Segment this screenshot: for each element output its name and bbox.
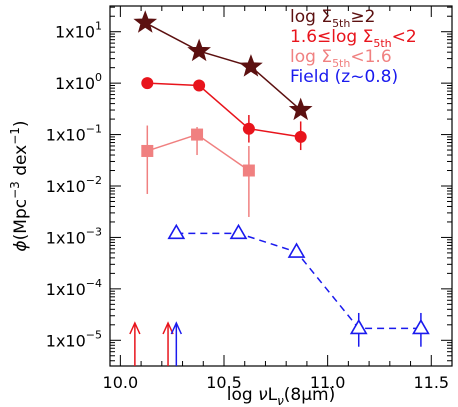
y-tick-mantissa: 1x10	[55, 74, 95, 93]
data-point-star	[133, 10, 158, 33]
upper-limit-arrows	[129, 321, 183, 366]
y-tick-exponent: −1	[86, 123, 102, 136]
legend-text-main: log Σ	[290, 47, 332, 67]
legend-entry: log Σ5th≥2	[290, 7, 375, 30]
arrow-head	[129, 321, 141, 335]
upper-limit-arrow	[162, 321, 174, 366]
series-triangle-open	[167, 223, 430, 347]
legend-text-subscript: 5th	[332, 17, 350, 30]
x-tick-label: 10.5	[206, 373, 242, 392]
y-title-phi: ϕ	[11, 240, 31, 251]
x-tick-label: 11.0	[310, 373, 346, 392]
legend-entry: Field (z~0.8)	[290, 67, 398, 87]
y-tick-exponent: −4	[86, 277, 102, 290]
data-point-circle	[193, 79, 206, 92]
y-tick-exponent: 0	[95, 71, 102, 84]
data-point-square	[242, 164, 255, 177]
legend-text-suffix: <2	[392, 27, 417, 47]
y-tick-mantissa: 1x10	[46, 280, 86, 299]
series-line	[147, 82, 301, 138]
legend-text-main: log Σ	[290, 7, 332, 27]
arrow-head	[162, 321, 174, 335]
arrow-head	[170, 321, 183, 335]
x-tick-label: 11.5	[413, 373, 449, 392]
legend-text-main: 1.6≤log Σ	[290, 27, 373, 47]
data-point-square	[141, 144, 154, 157]
data-point-star	[288, 97, 313, 121]
y-title-open: (Mpc	[11, 199, 31, 240]
legend-text-subscript: 5th	[373, 37, 391, 50]
y-tick-exponent: −3	[86, 225, 102, 238]
y-axis-title: ϕ(Mpc−3 dex−1)	[8, 120, 31, 251]
y-axis-title-group: ϕ(Mpc−3 dex−1)	[8, 120, 31, 251]
y-title-close: )	[11, 120, 31, 127]
y-tick-label: 1x100	[55, 71, 102, 93]
y-title-mid: dex	[11, 145, 31, 181]
x-axis-ticks: 10.0 10.5 11.0 11.5	[103, 6, 453, 392]
y-tick-exponent: −5	[86, 328, 102, 341]
data-point-triangle	[349, 318, 368, 335]
y-title-sup: −3	[8, 181, 22, 199]
legend-text-main: Field (z~0.8)	[290, 67, 398, 87]
data-point-circle	[294, 130, 307, 143]
data-point-triangle	[167, 223, 186, 240]
data-point-triangle	[412, 318, 430, 335]
y-tick-label: 1x10−3	[46, 225, 102, 247]
data-point-square	[191, 128, 204, 141]
y-tick-label: 1x101	[55, 20, 102, 42]
x-tick-label: 10.0	[103, 373, 139, 392]
legend-entry: 1.6≤log Σ5th<2	[290, 27, 417, 50]
data-point-star	[239, 54, 263, 77]
y-tick-label: 1x10−2	[46, 174, 102, 196]
legend-entry: log Σ5th<1.6	[290, 47, 392, 70]
plot-border	[109, 5, 453, 367]
y-title-sup2: −1	[8, 127, 22, 145]
upper-limit-arrow	[170, 321, 183, 366]
data-point-triangle	[287, 242, 306, 258]
series-line	[144, 21, 302, 111]
data-point-circle	[242, 122, 255, 135]
y-tick-label: 1x10−1	[46, 123, 102, 145]
y-tick-mantissa: 1x10	[46, 177, 86, 196]
x-title-nu: ν	[258, 385, 268, 405]
axis-titles: log νLν(8μm)ϕ(Mpc−3 dex−1)	[8, 120, 335, 407]
legend-text-suffix: ≥2	[350, 7, 375, 27]
x-axis-title: log νLν(8μm)	[227, 385, 335, 407]
y-tick-mantissa: 1x10	[55, 23, 95, 42]
data-point-circle	[141, 77, 154, 90]
x-title-suffix: (8μm)	[284, 385, 335, 405]
y-tick-label: 1x10−4	[46, 277, 102, 299]
y-tick-exponent: 1	[95, 20, 102, 33]
x-title-prefix: log	[227, 385, 258, 405]
legend-text-suffix: <1.6	[350, 47, 391, 67]
x-title-L: L	[268, 385, 278, 405]
upper-limit-arrow	[129, 321, 141, 366]
x-title-subscript: ν	[277, 394, 284, 407]
data-point-star	[187, 38, 211, 62]
data-point-triangle	[229, 223, 248, 240]
series-square	[141, 125, 255, 217]
y-tick-mantissa: 1x10	[46, 126, 86, 145]
y-tick-mantissa: 1x10	[46, 331, 86, 350]
series-star	[133, 10, 313, 121]
y-tick-label: 1x10−5	[46, 328, 102, 350]
series-circle	[141, 77, 307, 151]
legend-text-subscript: 5th	[332, 57, 350, 70]
y-tick-mantissa: 1x10	[46, 228, 86, 247]
plot-frame	[109, 5, 453, 367]
series-layer	[133, 10, 430, 347]
y-tick-exponent: −2	[86, 174, 102, 187]
